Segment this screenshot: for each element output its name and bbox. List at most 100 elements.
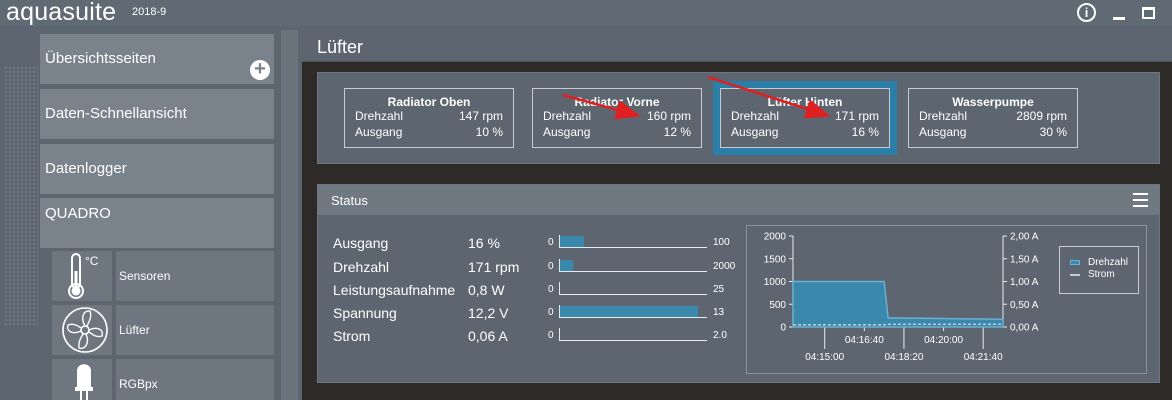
card-title: Radiator Oben	[387, 95, 471, 109]
nav-label: Übersichtsseiten	[45, 50, 156, 67]
card-key: Ausgang	[731, 125, 779, 139]
nav-overview-pages[interactable]: Übersichtsseiten +	[40, 34, 274, 84]
fan-card-radiator-oben[interactable]: Radiator Oben Drehzahl 147 rpm Ausgang 10 …	[344, 88, 514, 148]
metric-max: 2.0	[713, 330, 727, 341]
annotation-arrows	[562, 75, 831, 120]
card-value: 171 rpm	[834, 109, 879, 123]
y-tick-label-right: 0,50 A	[1010, 300, 1039, 311]
card-value: 30 %	[1039, 125, 1067, 139]
metric-bar	[559, 328, 707, 341]
metric-min: 0	[548, 307, 554, 318]
y-tick-label-right: 0,00 A	[1010, 323, 1039, 334]
page-header: Lüfter	[302, 26, 1172, 62]
metric-bar-fill	[560, 260, 573, 271]
metric-bar-fill	[560, 236, 584, 247]
metric-max: 100	[713, 237, 730, 248]
sub-item-label: Sensoren	[119, 269, 171, 283]
x-tick-label: 04:16:40	[845, 335, 884, 346]
nav-quadro[interactable]: QUADRO	[40, 198, 274, 248]
sub-item-label: Lüfter	[119, 323, 150, 337]
chart-svg: 2000 1500 1000 500 0 2,00 A 1,50 A 1,00 A 0,50 A…	[764, 232, 1039, 364]
x-tick-label: 04:18:20	[884, 352, 923, 363]
card-value: 160 rpm	[646, 109, 691, 123]
card-key: Ausgang	[543, 125, 591, 139]
metric-max: 2000	[713, 261, 736, 272]
sidebar-scrollbar[interactable]	[281, 30, 298, 400]
status-chart: 2000 1500 1000 500 0 2,00 A 1,50 A 1,00 A 0,50 A…	[746, 225, 1147, 374]
metric-label: Spannung	[333, 305, 397, 321]
y-tick-label-left: 500	[769, 300, 786, 311]
status-header: Status	[318, 185, 1159, 215]
card-value: 147 rpm	[458, 109, 503, 123]
metric-bar	[559, 235, 707, 248]
page-title: Lüfter	[317, 37, 364, 57]
fan-card-wasserpumpe[interactable]: Wasserpumpe Drehzahl 2809 rpm Ausgang 30 %	[908, 88, 1078, 148]
metric-bar-fill	[560, 306, 699, 317]
y-tick-label-left: 1000	[764, 277, 787, 288]
metric-bar	[559, 305, 707, 318]
card-key: Ausgang	[355, 125, 403, 139]
maximize-icon[interactable]	[1139, 3, 1159, 23]
metric-min: 0	[548, 284, 554, 295]
metric-value: 171 rpm	[468, 259, 520, 275]
metric-max: 25	[713, 284, 725, 295]
card-key: Drehzahl	[543, 109, 592, 123]
nav-datalogger[interactable]: Datenlogger	[40, 144, 274, 194]
thermometer-icon[interactable]: °C	[52, 251, 112, 301]
y-tick-label-left: 2000	[764, 232, 787, 243]
sub-item-sensoren[interactable]: Sensoren	[116, 251, 274, 301]
nav-quick-view[interactable]: Daten-Schnellansicht	[40, 89, 274, 139]
sidebar: Übersichtsseiten + Daten-Schnellansicht …	[0, 26, 300, 400]
drehzahl-area	[792, 280, 1004, 328]
metric-label: Drehzahl	[333, 259, 390, 275]
card-title: Wasserpumpe	[952, 95, 1034, 109]
x-tick-label: 04:21:40	[964, 352, 1003, 363]
annotation-arrow	[707, 75, 831, 119]
annotation-arrow	[562, 93, 641, 120]
metric-max: 13	[713, 307, 725, 318]
metric-bar	[559, 282, 707, 295]
x-tick-label: 04:15:00	[805, 352, 844, 363]
card-key: Ausgang	[919, 125, 967, 139]
fan-overview-panel: Radiator Oben Drehzahl 147 rpm Ausgang 10 …	[317, 72, 1160, 164]
metric-label: Ausgang	[333, 235, 389, 251]
fan-icon[interactable]	[52, 305, 112, 355]
hamburger-menu-icon[interactable]	[1133, 193, 1148, 207]
app-name: aquasuite	[6, 0, 117, 26]
add-page-icon[interactable]: +	[250, 59, 270, 80]
decorative-pattern	[4, 66, 38, 326]
metric-value: 16 %	[468, 235, 500, 251]
y-tick-label-right: 1,00 A	[1010, 277, 1039, 288]
card-key: Drehzahl	[919, 109, 968, 123]
card-key: Drehzahl	[731, 109, 780, 123]
unit-label: °C	[85, 254, 99, 268]
card-key: Drehzahl	[355, 109, 404, 123]
status-panel: Status Ausgang 16 % 0 100 Drehzahl 171 rpm 0 20…	[317, 184, 1160, 383]
metric-value: 0,06 A	[468, 328, 508, 344]
nav-label: Datenlogger	[45, 160, 127, 177]
chart-legend: Drehzahl Strom	[1059, 246, 1139, 294]
y-tick-label-right: 1,50 A	[1010, 254, 1039, 265]
title-bar: aquasuite 2018-9 i	[0, 0, 1172, 26]
y-tick-label-left: 1500	[764, 254, 787, 265]
sub-item-luefter[interactable]: Lüfter	[116, 305, 274, 355]
card-value: 16 %	[851, 125, 879, 139]
minimize-icon[interactable]	[1110, 3, 1130, 23]
app-version: 2018-9	[132, 6, 167, 18]
x-tick-label: 04:20:00	[924, 335, 963, 346]
status-title: Status	[331, 193, 368, 208]
legend-swatch-area	[1070, 260, 1080, 265]
metric-min: 0	[548, 237, 554, 248]
y-tick-label-left: 0	[780, 323, 786, 334]
sub-item-rgbpx[interactable]: RGBpx	[116, 359, 274, 400]
metric-value: 12,2 V	[468, 305, 509, 321]
metric-value: 0,8 W	[468, 282, 505, 298]
main-content: Lüfter Radiator Oben Drehzahl 147 rpm Aus…	[302, 26, 1172, 400]
info-icon[interactable]: i	[1077, 3, 1096, 22]
led-icon[interactable]	[52, 359, 112, 400]
metric-min: 0	[548, 330, 554, 341]
metric-label: Strom	[333, 328, 371, 344]
card-value: 10 %	[475, 125, 503, 139]
card-value: 2809 rpm	[1016, 109, 1067, 123]
legend-swatch-line	[1070, 274, 1080, 276]
